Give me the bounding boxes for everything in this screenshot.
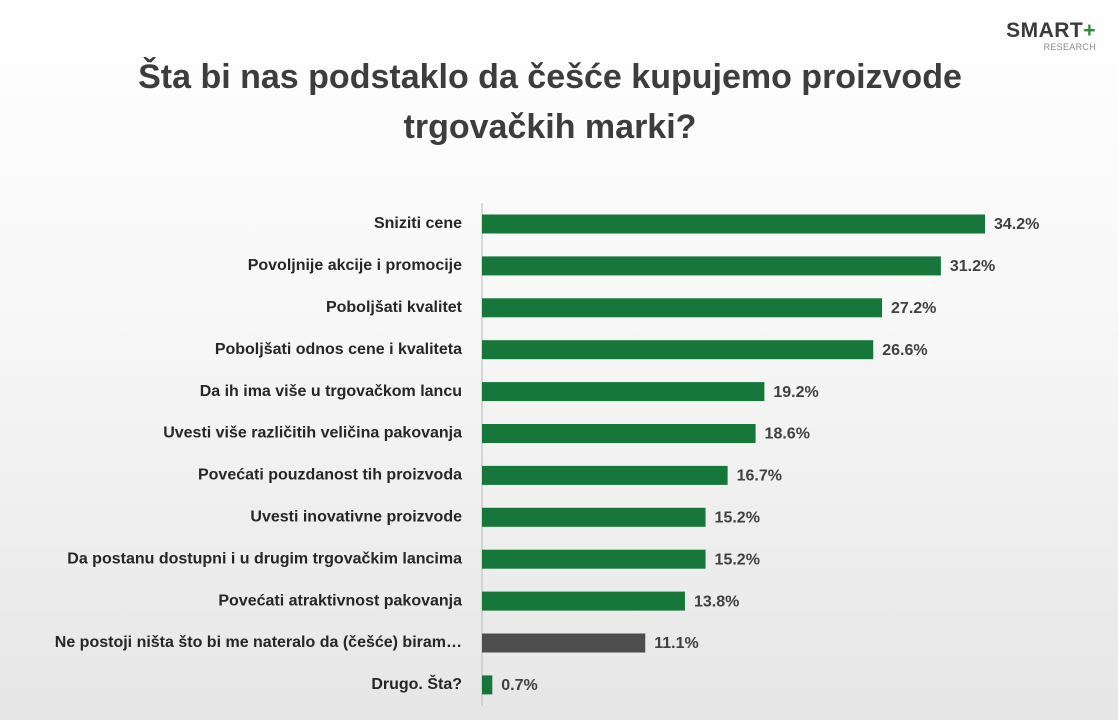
value-label: 15.2%: [715, 510, 760, 527]
logo-main-text: SMART: [1006, 19, 1084, 42]
logo-subtitle: RESEARCH: [1043, 42, 1096, 52]
category-label: Poboljšati odnos cene i kvaliteta: [215, 341, 462, 358]
bar: [482, 507, 706, 527]
bar: [482, 675, 493, 695]
category-label: Ne postoji ništa što bi me nateralo da (…: [55, 634, 462, 651]
category-label: Povećati pouzdanost tih proizvoda: [198, 467, 462, 484]
bar: [482, 340, 874, 360]
value-label: 19.2%: [773, 384, 818, 401]
value-label: 16.7%: [737, 468, 782, 485]
smart-research-logo: SMART+ RESEARCH: [1006, 20, 1096, 53]
bar: [482, 549, 706, 569]
category-label: Sniziti cene: [374, 215, 462, 232]
bar: [482, 424, 756, 443]
value-label: 13.8%: [694, 593, 739, 610]
category-label: Uvesti inovativne proizvode: [250, 509, 462, 526]
bar: [482, 256, 941, 276]
bar: [482, 591, 685, 611]
category-label: Drugo. Šta?: [371, 674, 462, 693]
value-label: 18.6%: [765, 426, 810, 443]
chart-title: Šta bi nas podstaklo da češće kupujemo p…: [138, 58, 962, 146]
value-label: 0.7%: [501, 677, 537, 694]
value-label: 34.2%: [994, 216, 1039, 233]
value-label: 31.2%: [950, 258, 995, 275]
bar: [482, 298, 883, 318]
value-label: 11.1%: [654, 635, 698, 652]
bar: [482, 465, 728, 485]
logo-plus-icon: +: [1083, 19, 1096, 42]
category-label: Da ih ima više u trgovačkom lancu: [200, 383, 462, 400]
bar: [482, 633, 646, 653]
category-label: Da postanu dostupni i u drugim trgovački…: [67, 550, 462, 567]
value-label: 27.2%: [891, 300, 936, 317]
category-label: Poboljšati kvalitet: [326, 299, 463, 316]
bar: [482, 382, 765, 402]
value-label: 15.2%: [715, 551, 760, 568]
bar: [482, 214, 985, 234]
category-label: Povoljnije akcije i promocije: [248, 257, 462, 274]
logo-wordmark: SMART+: [1006, 20, 1096, 42]
value-label: 26.6%: [882, 342, 927, 359]
category-label: Uvesti više različitih veličina pakovanj…: [163, 425, 462, 442]
category-label: Povećati atraktivnost pakovanja: [218, 592, 462, 609]
